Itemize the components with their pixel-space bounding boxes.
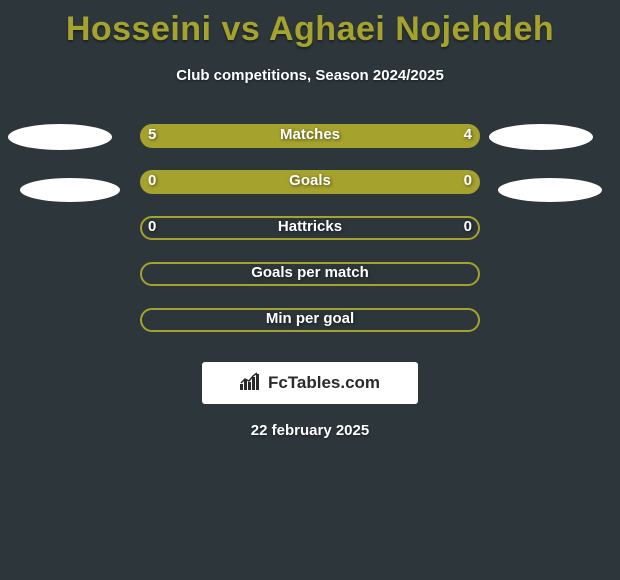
stat-label: Min per goal (140, 310, 480, 327)
brand-badge: FcTables.com (202, 362, 418, 404)
season-subtitle: Club competitions, Season 2024/2025 (0, 67, 620, 84)
stat-label: Matches (140, 126, 480, 143)
placeholder-ellipse (8, 124, 112, 150)
stat-row: Goals per match (0, 262, 620, 308)
stat-row: Min per goal (0, 308, 620, 354)
stat-label: Goals (140, 172, 480, 189)
placeholder-ellipse (498, 178, 602, 202)
stat-label: Goals per match (140, 264, 480, 281)
stats-rows: 5Matches40Goals00Hattricks0Goals per mat… (0, 124, 620, 354)
comparison-title: Hosseini vs Aghaei Nojehdeh (0, 0, 620, 49)
stat-value-right: 0 (464, 218, 472, 235)
stat-value-right: 0 (464, 172, 472, 189)
placeholder-ellipse (20, 178, 120, 202)
placeholder-ellipse (489, 124, 593, 150)
stat-value-right: 4 (464, 126, 472, 143)
bars-icon (240, 372, 262, 395)
snapshot-date: 22 february 2025 (0, 422, 620, 439)
brand-text: FcTables.com (268, 373, 380, 393)
stat-row: 0Hattricks0 (0, 216, 620, 262)
stat-label: Hattricks (140, 218, 480, 235)
